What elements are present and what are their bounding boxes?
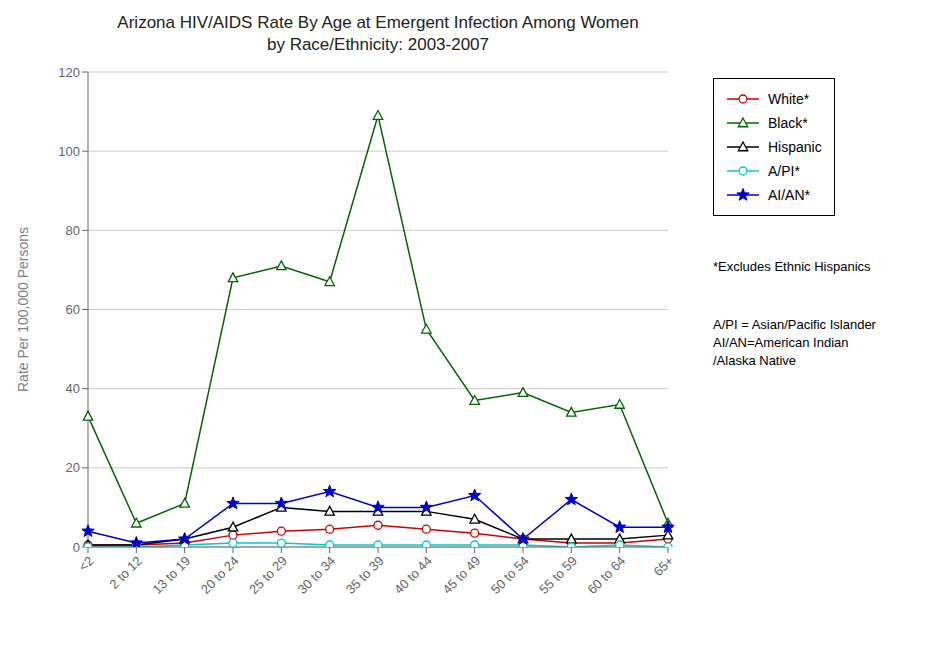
svg-text:60: 60: [66, 302, 80, 317]
svg-text:55 to 59: 55 to 59: [536, 553, 580, 597]
html-text:A/PI = Asian/Pacific Islander: A/PI = Asian/Pacific Islander AI/AN=Amer…: [713, 317, 876, 368]
svg-text:100: 100: [58, 144, 80, 159]
svg-text:35 to 39: 35 to 39: [343, 553, 387, 597]
svg-text:Rate Per 100,000 Persons: Rate Per 100,000 Persons: [15, 227, 31, 392]
svg-text:45 to 49: 45 to 49: [439, 553, 483, 597]
html-text:Hispanic: Hispanic: [768, 139, 822, 155]
svg-text:65+: 65+: [650, 553, 676, 579]
svg-text:<2: <2: [76, 553, 97, 574]
html-text:A/PI*: A/PI*: [768, 163, 800, 179]
html-text:Arizona HIV/AIDS Rate By Age a: Arizona HIV/AIDS Rate By Age at Emergent…: [117, 13, 639, 32]
html-text:Black*: Black*: [768, 115, 808, 131]
svg-text:30 to 34: 30 to 34: [294, 553, 338, 597]
svg-text:120: 120: [58, 65, 80, 80]
html-text:AI/AN*: AI/AN*: [768, 187, 810, 203]
svg-text:40 to 44: 40 to 44: [391, 553, 435, 597]
svg-text:20: 20: [66, 460, 80, 475]
html-text:White*: White*: [768, 91, 810, 107]
svg-text:40: 40: [66, 381, 80, 396]
html-text:*Excludes Ethnic Hispanics: *Excludes Ethnic Hispanics: [713, 259, 871, 274]
svg-text:80: 80: [66, 223, 80, 238]
svg-text:20 to 24: 20 to 24: [198, 553, 242, 597]
svg-text:2 to 12: 2 to 12: [106, 553, 145, 592]
html-text:by Race/Ethnicity: 2003-2007: by Race/Ethnicity: 2003-2007: [267, 35, 489, 54]
svg-text:50 to 54: 50 to 54: [488, 553, 532, 597]
svg-text:13 to 19: 13 to 19: [149, 553, 193, 597]
svg-text:25 to 29: 25 to 29: [246, 553, 290, 597]
svg-text:60 to 64: 60 to 64: [584, 553, 628, 597]
svg-text:0: 0: [73, 540, 80, 555]
